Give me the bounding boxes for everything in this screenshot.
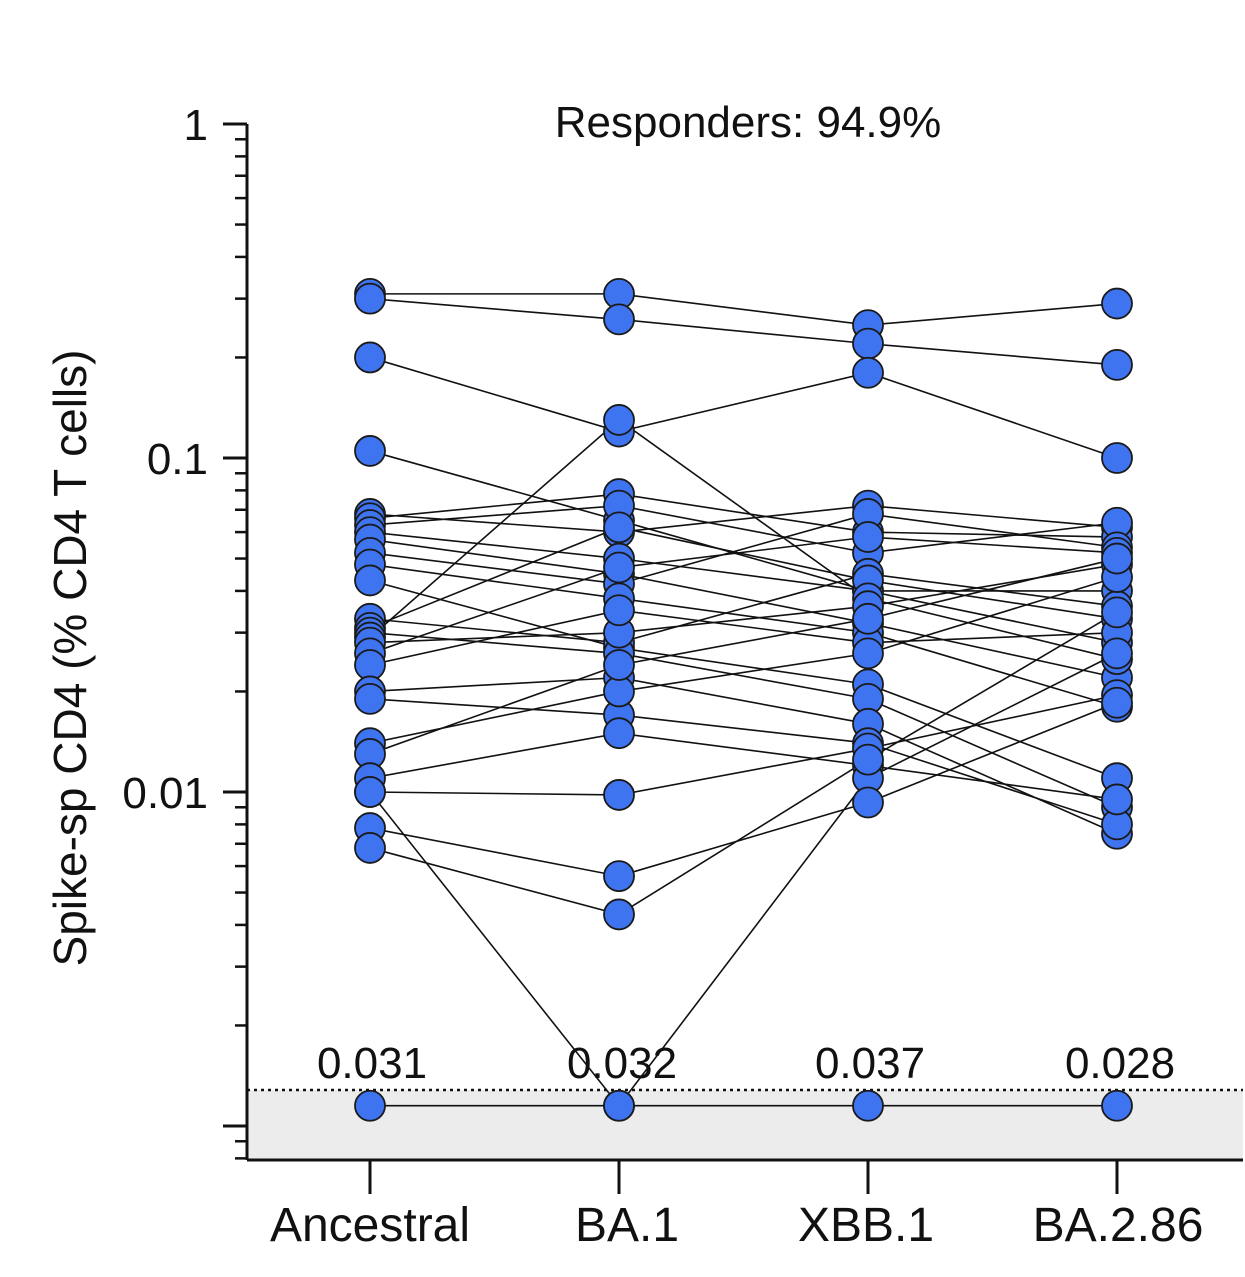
data-point-donor-3-BA.2.86 [1101,442,1133,474]
data-point-donor-14-BA.1 [603,511,635,544]
data-points [354,277,1133,1122]
series-line-donor-26 [369,652,1118,1108]
lod-band [247,1090,1243,1160]
series-line-donor-10 [369,513,1118,585]
series-line-donor-17 [369,563,1118,644]
series-line-donor-24 [369,732,1118,801]
data-point-donor-29-BA.1 [603,1089,635,1122]
x-axis: Ancestral BA.1 XBB.1 BA.2.86 [247,1158,1243,1252]
series-line-donor-9 [369,538,1118,679]
series-line-donor-5 [369,504,1118,533]
data-point-donor-19-BA.1 [603,594,635,627]
series-line-donor-16 [369,418,1118,660]
data-point-donor-28-Ancestral [354,832,386,864]
data-point-donor-23-BA.1 [603,649,635,681]
data-point-donor-22-BA.1 [603,675,635,708]
series-line-donor-20 [369,676,1118,835]
y-axis-label: Spike-sp CD4 (% CD4 T cells) [44,350,96,967]
data-point-donor-27-BA.2.86 [1101,686,1133,719]
data-point-donor-29-BA.2.86 [1101,1089,1133,1122]
y-tick-label: 0.01 [122,769,208,818]
data-point-donor-24-BA.1 [603,717,635,750]
series-line-donor-3 [369,356,1118,459]
median-label-xbb1: 0.037 [815,1039,925,1088]
series-line-donor-21 [369,698,1118,826]
data-point-donor-26-Ancestral [354,776,386,808]
series-line-donor-25 [369,694,1118,796]
data-point-donor-12-Ancestral [354,564,386,597]
series-line-donor-13 [369,573,1118,644]
series-line-donor-1 [370,293,1118,326]
data-point-donor-25-BA.1 [603,779,635,811]
series-line-donor-23 [369,557,1118,755]
data-point-donor-3-XBB.1 [852,356,884,389]
data-point-donor-2-BA.1 [603,303,635,336]
series-line-donor-18 [369,536,1118,655]
x-tick-label-xbb1: XBB.1 [798,1199,934,1252]
y-ticks [223,122,247,1160]
data-point-donor-19-Ancestral [354,649,386,681]
data-point-donor-2-XBB.1 [852,327,884,360]
series-line-donor-7 [369,504,1118,554]
data-point-donor-16-BA.1 [603,404,635,436]
x-tick-label-ancestral: Ancestral [270,1199,470,1252]
connecting-lines [369,293,1118,1108]
responders-annotation: Responders: 94.9% [555,98,941,147]
y-tick-label: 0.1 [147,435,208,484]
median-labels: 0.031 0.032 0.037 0.028 [317,1039,1175,1088]
data-point-donor-24-BA.2.86 [1101,783,1133,816]
data-point-donor-28-BA.1 [603,898,635,931]
series-line-donor-2 [369,297,1118,366]
data-point-donor-27-BA.1 [603,860,635,893]
x-tick-label-ba286: BA.2.86 [1033,1199,1204,1252]
data-point-donor-1-BA.2.86 [1101,287,1133,320]
data-point-donor-28-BA.2.86 [1101,596,1133,629]
data-point-donor-28-XBB.1 [852,743,884,776]
data-point-donor-21-Ancestral [354,682,386,715]
series-line-donor-8 [369,531,1117,592]
series-line-donor-27 [369,702,1118,877]
data-point-donor-27-XBB.1 [852,786,884,819]
median-label-ba1: 0.032 [567,1039,677,1088]
series-line-donor-6 [369,493,1118,538]
data-point-donor-18-XBB.1 [852,521,884,553]
data-point-donor-2-Ancestral [354,282,386,315]
median-label-ba286: 0.028 [1065,1039,1175,1088]
data-point-donor-26-BA.2.86 [1101,637,1133,670]
series-line-donor-22 [369,576,1118,744]
series-line-donor-19 [369,609,1118,666]
y-tick-label: 1 [184,101,208,150]
data-point-donor-2-BA.2.86 [1101,348,1133,381]
series-line-donor-11 [369,563,1118,708]
series-line-donor-14 [369,526,1118,629]
series-line-donor-28 [369,611,1118,916]
series-line-donor-4 [369,450,1118,644]
data-point-donor-4-Ancestral [354,435,386,467]
series-line-donor-12 [369,579,1118,779]
median-label-ancestral: 0.031 [317,1039,427,1088]
data-point-donor-23-BA.2.86 [1101,542,1133,575]
data-point-donor-18-BA.1 [603,551,635,584]
data-point-donor-29-XBB.1 [852,1089,884,1122]
data-point-donor-3-Ancestral [354,341,386,374]
data-point-donor-29-Ancestral [354,1089,386,1122]
data-point-donor-22-XBB.1 [852,637,884,670]
data-point-donor-23-XBB.1 [852,602,884,635]
x-tick-label-ba1: BA.1 [575,1199,679,1252]
y-axis: 1 0.1 0.01 Spike-sp CD4 (% CD4 T cells) [44,101,249,1160]
